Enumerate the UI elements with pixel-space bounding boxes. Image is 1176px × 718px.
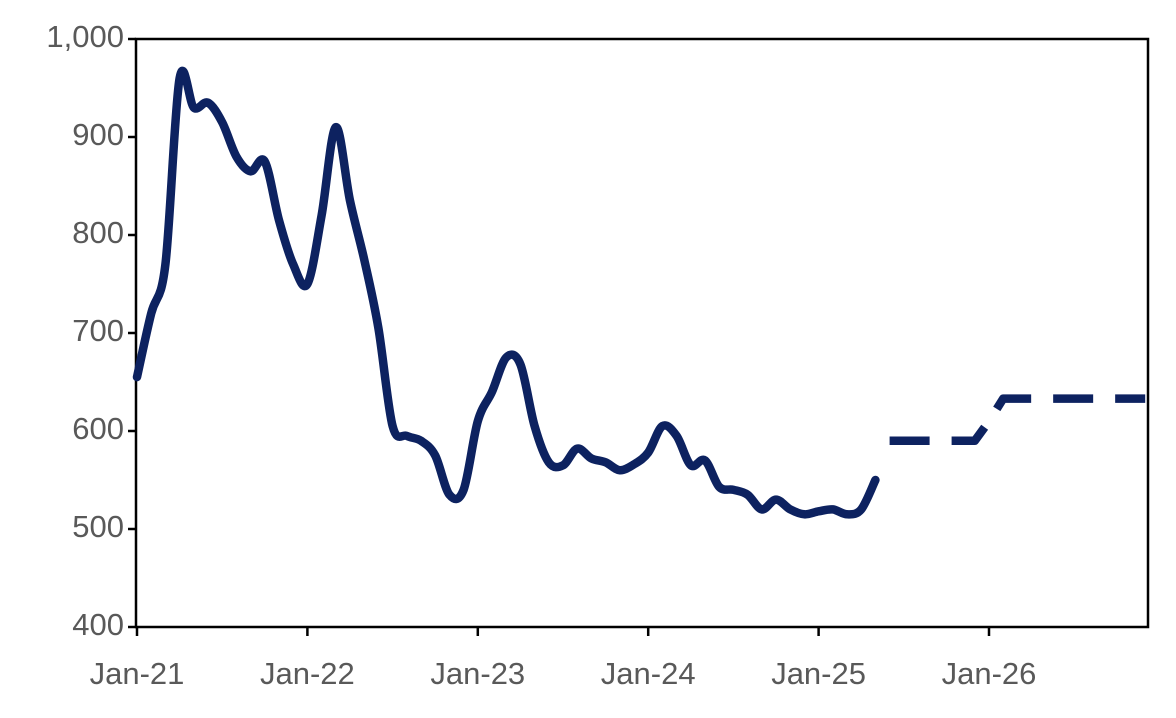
forecast-series-line [889,394,1146,446]
x-tick-label: Jan-23 [430,656,525,691]
historical-series-line [132,66,880,519]
plot-frame [134,37,1150,629]
y-tick-label: 600 [72,411,124,446]
y-tick-label: 400 [72,607,124,642]
y-axis: 400 500 600 700 800 900 1,000 [46,19,136,642]
y-tick-label: 1,000 [46,19,124,54]
x-tick-label: Jan-24 [601,656,696,691]
x-tick-label: Jan-22 [260,656,355,691]
x-axis: Jan-21 Jan-22 Jan-23 Jan-24 Jan-25 Jan-26 [90,627,1037,691]
x-tick-label: Jan-21 [90,656,185,691]
y-tick-label: 500 [72,509,124,544]
x-tick-label: Jan-26 [942,656,1037,691]
plot-area [134,37,1150,629]
series-layer [132,66,1146,519]
y-tick-label: 700 [72,313,124,348]
x-tick-label: Jan-25 [771,656,866,691]
y-tick-label: 800 [72,215,124,250]
y-tick-label: 900 [72,117,124,152]
